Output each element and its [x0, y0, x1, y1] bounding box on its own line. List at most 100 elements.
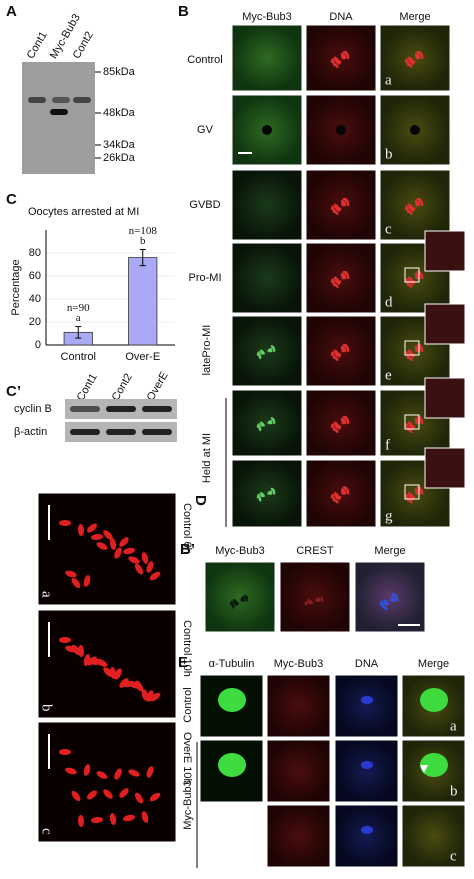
panel-label: B — [178, 3, 189, 20]
chromosome — [128, 556, 140, 564]
band — [52, 97, 70, 103]
chromosome — [320, 596, 324, 602]
condition-label: Control 6h — [181, 503, 193, 554]
panel-letter: b — [385, 146, 393, 162]
chromosome — [146, 766, 154, 778]
micrograph — [334, 804, 399, 868]
row-label: Pro-MI — [189, 272, 222, 284]
scale-bar — [48, 622, 50, 657]
band — [106, 406, 136, 412]
chromosome — [337, 280, 342, 285]
chromosome — [71, 790, 81, 802]
row-label: GVBD — [189, 199, 220, 211]
column-header: Myc-Bub3 — [274, 658, 324, 670]
panel-letter: a — [450, 718, 457, 734]
panel-label: D — [192, 495, 209, 506]
column-header: Merge — [399, 11, 430, 23]
chromosome — [408, 63, 413, 68]
chromosome — [411, 207, 416, 212]
chromosome — [260, 351, 266, 355]
chromosome — [83, 654, 91, 666]
scale-bar — [398, 624, 420, 626]
chromosome — [270, 345, 275, 350]
chromosome — [77, 815, 85, 827]
chromosome — [146, 690, 154, 702]
y-tick-label: 0 — [35, 339, 41, 351]
chromosome — [267, 490, 273, 495]
chromosome — [83, 575, 91, 587]
panel-label: C’ — [6, 383, 21, 400]
inset — [424, 377, 466, 419]
chromosome — [123, 547, 135, 555]
row-label: Myc-Bub3 — [182, 780, 194, 830]
panel-letter: c — [39, 828, 55, 835]
chromosome — [342, 50, 348, 54]
chromosome — [149, 692, 161, 702]
column-header: Myc-Bub3 — [215, 545, 265, 557]
chromosome — [414, 272, 418, 278]
chromosome — [87, 656, 97, 666]
chromosome — [337, 495, 342, 501]
column-header: DNA — [329, 11, 353, 23]
chromosome — [240, 596, 244, 601]
chromosome — [391, 593, 397, 597]
nucleus — [410, 125, 420, 135]
chromosome — [267, 348, 273, 352]
micrograph — [231, 24, 303, 92]
chart-title: Oocytes arrested at MI — [28, 206, 139, 218]
row-label: Control — [187, 54, 222, 66]
chromosome — [411, 60, 416, 65]
chromosome — [337, 353, 342, 358]
chromosome — [342, 197, 348, 201]
chromosome — [65, 645, 77, 653]
band — [142, 406, 172, 412]
micrograph — [231, 459, 303, 528]
chromosome — [258, 354, 262, 360]
chromosome — [91, 816, 103, 824]
chromosome — [340, 417, 344, 423]
panel-letter: b — [39, 704, 55, 712]
chromosome — [59, 520, 71, 526]
panel-letter: f — [385, 437, 390, 453]
row-label: GV — [197, 124, 214, 136]
sample-size: n=90 — [67, 302, 90, 314]
micrograph — [231, 389, 303, 457]
chromosome — [337, 425, 342, 430]
chromosome — [304, 600, 308, 606]
chromosome — [337, 207, 342, 212]
chromosome — [334, 356, 339, 361]
chromosome — [408, 210, 413, 215]
chromosome — [390, 596, 394, 601]
chromosome — [414, 52, 418, 58]
inset — [424, 303, 466, 345]
sample-size: n=108 — [129, 225, 158, 237]
column-header: Myc-Bub3 — [242, 11, 292, 23]
dna — [361, 696, 373, 704]
condition-label: OverE 10h — [181, 732, 193, 785]
column-header: α-Tubulin — [209, 658, 255, 670]
y-tick-label: 60 — [29, 270, 41, 282]
chromosome — [267, 420, 273, 424]
spindle — [218, 753, 246, 777]
micrograph — [401, 804, 466, 868]
chromosome — [119, 678, 129, 688]
chromosome — [65, 767, 77, 775]
spindle — [420, 688, 448, 712]
micrograph — [266, 804, 331, 868]
chromosome — [340, 488, 344, 494]
panel-letter: e — [385, 367, 392, 383]
micrograph — [305, 24, 377, 92]
dna — [361, 761, 373, 769]
band — [70, 406, 100, 412]
inset-box — [404, 414, 420, 430]
blot — [22, 62, 95, 174]
chromosome — [77, 524, 85, 536]
chromosome — [334, 428, 339, 433]
micrograph — [334, 674, 399, 738]
chromosome — [141, 811, 149, 823]
chromosome — [342, 343, 348, 347]
micrograph — [305, 459, 377, 528]
chromosome — [141, 552, 149, 564]
micrograph — [334, 739, 399, 803]
